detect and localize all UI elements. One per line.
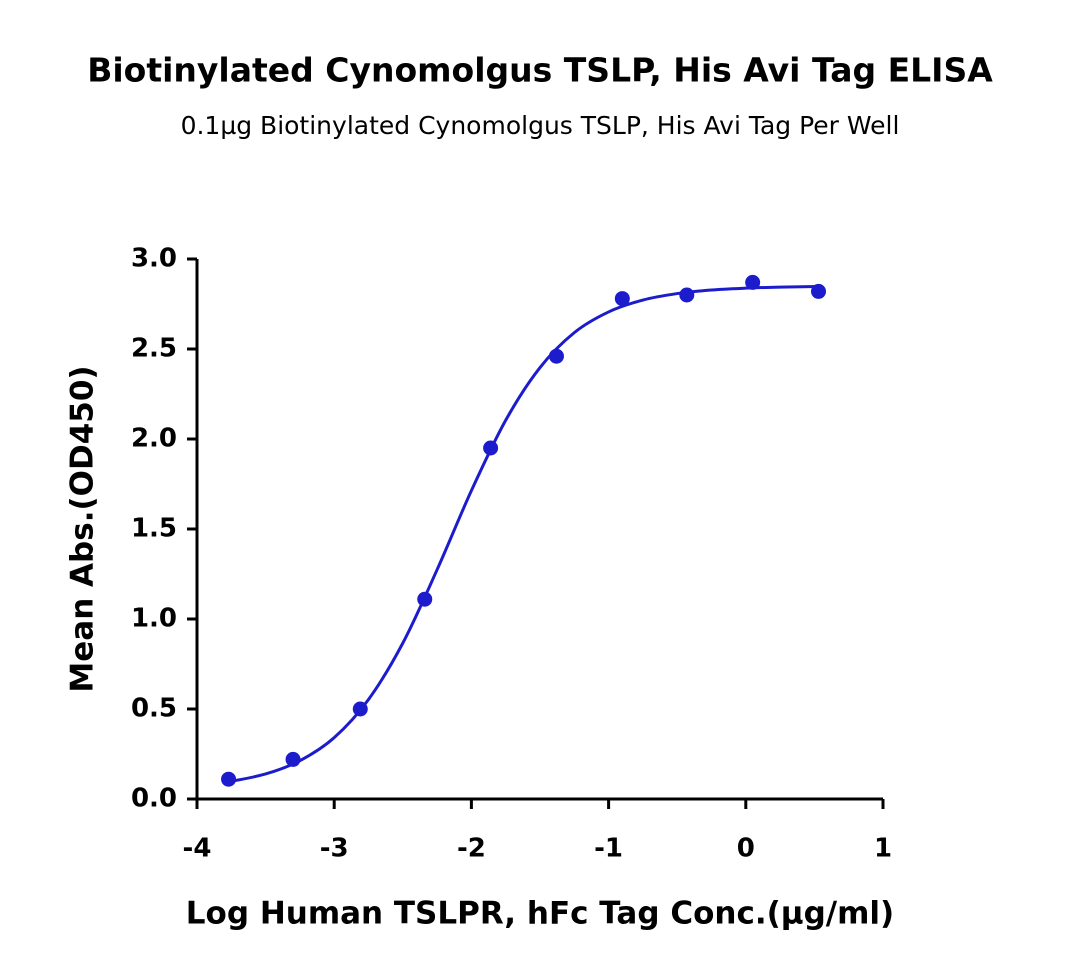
data-point (614, 291, 630, 307)
x-tick-label: -1 (594, 834, 623, 864)
x-axis-label: Log Human TSLPR, hFc Tag Conc.(µg/ml) (186, 896, 894, 932)
y-tick-label: 0.0 (131, 784, 177, 814)
y-tick-label: 0.5 (131, 694, 177, 724)
y-tick-label: 2.0 (131, 424, 177, 454)
y-tick-label: 1.5 (131, 514, 177, 544)
data-point (745, 274, 761, 290)
chart-subtitle: 0.1µg Biotinylated Cynomolgus TSLP, His … (181, 111, 900, 140)
x-tick-label: 0 (737, 834, 755, 864)
y-tick-label: 3.0 (131, 244, 177, 274)
chart-title: Biotinylated Cynomolgus TSLP, His Avi Ta… (87, 51, 993, 90)
x-tick-label: -2 (457, 834, 486, 864)
y-tick-label: 2.5 (131, 334, 177, 364)
data-point (221, 771, 237, 787)
fit-curve (226, 285, 818, 784)
x-tick-label: 1 (874, 834, 892, 864)
data-point (679, 287, 695, 303)
y-axis-label: Mean Abs.(OD450) (65, 365, 101, 692)
y-tick-label: 1.0 (131, 604, 177, 634)
x-tick-label: -4 (183, 834, 212, 864)
x-tick-label: -3 (320, 834, 349, 864)
